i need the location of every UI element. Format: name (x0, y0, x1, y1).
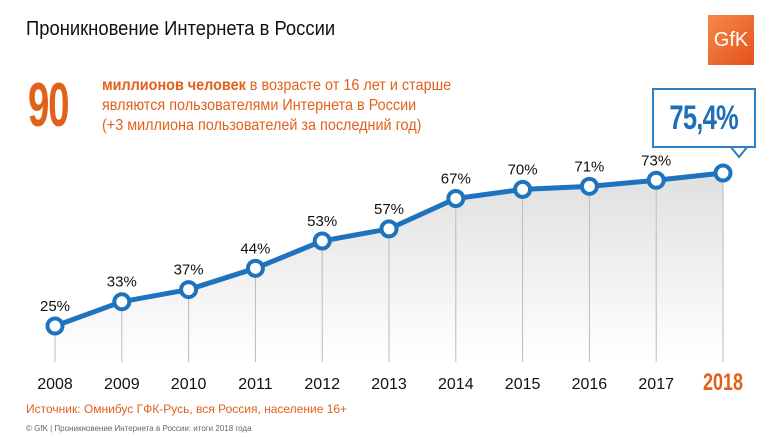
data-label: 53% (307, 213, 337, 230)
gfk-logo: GfK (708, 15, 754, 65)
data-point (45, 316, 65, 336)
x-tick-label: 2011 (238, 376, 273, 393)
x-tick-label: 2014 (438, 376, 474, 393)
data-point (579, 176, 599, 196)
data-label: 44% (240, 240, 270, 257)
source-note: Источник: Омнибус ГФК-Русь, вся Россия, … (26, 402, 348, 416)
headline-line1: в возрасте от 16 лет и старше (245, 77, 452, 94)
data-label: 25% (40, 298, 70, 315)
data-label: 71% (574, 158, 604, 175)
x-tick-label: 2008 (37, 376, 73, 393)
headline-bold: миллионов человек (102, 77, 246, 94)
x-tick-label: 2016 (572, 376, 608, 393)
x-tick-label: 2009 (104, 376, 140, 393)
data-point (379, 219, 399, 239)
callout-value: 75,4% (669, 98, 739, 137)
data-point (446, 188, 466, 208)
data-point (179, 280, 199, 300)
data-point (312, 231, 332, 251)
data-point (713, 163, 733, 183)
headline-line2: являются пользователями Интернета в Росс… (102, 97, 417, 114)
data-label: 70% (508, 161, 538, 178)
data-point (245, 258, 265, 278)
x-tick-label: 2013 (371, 376, 407, 393)
data-label: 37% (174, 262, 204, 279)
data-label: 67% (441, 170, 471, 187)
headline-line3: (+3 миллиона пользователей за последний … (102, 117, 422, 134)
callout-tail (729, 145, 749, 159)
data-point (513, 179, 533, 199)
data-label: 57% (374, 201, 404, 218)
x-tick-label: 2017 (638, 376, 674, 393)
data-point (112, 292, 132, 312)
callout-2018: 75,4% (652, 88, 756, 148)
data-label: 73% (641, 152, 671, 169)
page-title: Проникновение Интернета в России (26, 18, 336, 40)
headline-number: 90 (28, 71, 70, 140)
x-tick-label: 2018 (703, 370, 743, 396)
x-tick-label: 2015 (505, 376, 541, 393)
x-tick-label: 2010 (171, 376, 207, 393)
x-tick-label: 2012 (304, 376, 340, 393)
headline-text: миллионов человек в возрасте от 16 лет и… (102, 76, 451, 136)
data-point (646, 170, 666, 190)
data-label: 33% (107, 274, 137, 291)
footer: © GfK | Проникновение Интернета в России… (26, 424, 252, 433)
